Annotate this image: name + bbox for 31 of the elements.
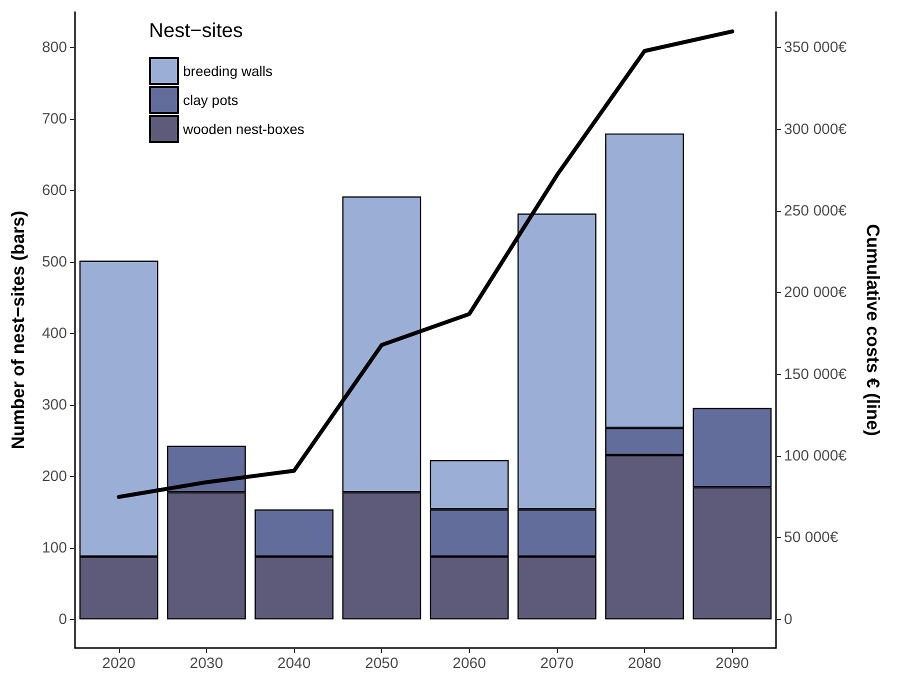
y2-tick-label: 250 000€ [784, 202, 848, 220]
x-tick-label: 2020 [102, 655, 136, 672]
x-tick-label: 2050 [365, 655, 398, 672]
y-tick-label: 300 [42, 396, 67, 414]
y2-tick-label: 300 000€ [784, 120, 848, 138]
y-tick-label: 500 [42, 254, 67, 271]
x-tick-label: 2080 [628, 655, 662, 672]
x-tick-label: 2060 [452, 655, 486, 672]
x-tick-label: 2040 [277, 655, 311, 672]
y-tick-label: 200 [42, 468, 67, 485]
y2-tick-label: 0 [784, 610, 792, 628]
y2-tick-label: 50 000€ [784, 529, 839, 546]
legend-label: clay pots [183, 92, 238, 108]
x-tick-label: 2090 [716, 655, 749, 672]
y2-tick-label: 200 000€ [784, 284, 848, 302]
y2-tick-label: 100 000€ [784, 448, 848, 465]
y-tick-label: 0 [58, 610, 67, 628]
y-tick-label: 600 [42, 182, 67, 200]
y-axis-title: Number of nest−sites (bars) [8, 210, 28, 450]
legend-label: wooden nest-boxes [182, 121, 304, 137]
y-tick-label: 100 [42, 539, 67, 556]
legend-label: breeding walls [183, 63, 272, 79]
y-tick-label: 800 [42, 39, 67, 56]
y2-tick-label: 150 000€ [784, 366, 848, 383]
y2-tick-label: 350 000€ [784, 39, 848, 56]
x-tick-label: 2070 [540, 655, 574, 672]
legend-title: Nest−sites [149, 20, 243, 42]
y-tick-label: 700 [42, 110, 67, 128]
y-tick-label: 400 [42, 325, 67, 342]
x-tick-label: 2030 [190, 655, 224, 672]
y2-axis-title: Cumulative costs € (line) [863, 224, 883, 436]
